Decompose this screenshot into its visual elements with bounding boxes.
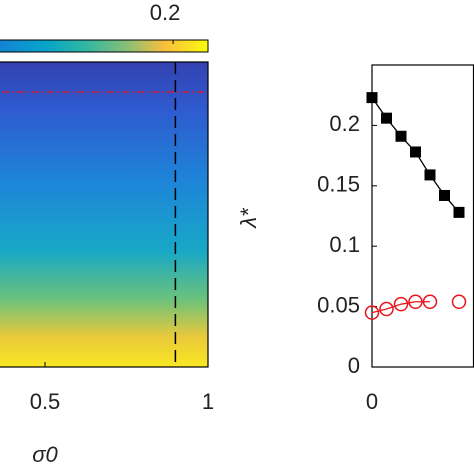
marker [453, 206, 465, 218]
y-tick-label: 0.05 [317, 292, 360, 317]
x-tick-label: 0.5 [30, 389, 61, 414]
x-tick-label: 0 [366, 389, 378, 414]
y-tick-label: 0.2 [329, 111, 360, 136]
marker [422, 294, 438, 310]
y-tick-label: 0 [348, 353, 360, 378]
colorbar [0, 39, 209, 53]
marker [379, 301, 394, 317]
marker [451, 294, 467, 310]
y-tick-label: 0.15 [317, 172, 360, 197]
marker [439, 189, 450, 201]
marker [408, 294, 423, 310]
x-tick-label: 1 [202, 389, 214, 414]
heatmap [0, 62, 208, 367]
marker [410, 146, 421, 158]
marker [424, 169, 436, 181]
marker [364, 305, 380, 320]
y-tick-label: 0.1 [329, 232, 360, 257]
marker [393, 296, 409, 312]
colorbar-tick-label: 0.2 [150, 0, 181, 25]
y-axis-label: λ* [236, 207, 261, 229]
marker [381, 112, 392, 124]
marker [366, 92, 378, 104]
marker [395, 130, 407, 142]
x-axis-label: σ0 [32, 442, 58, 467]
